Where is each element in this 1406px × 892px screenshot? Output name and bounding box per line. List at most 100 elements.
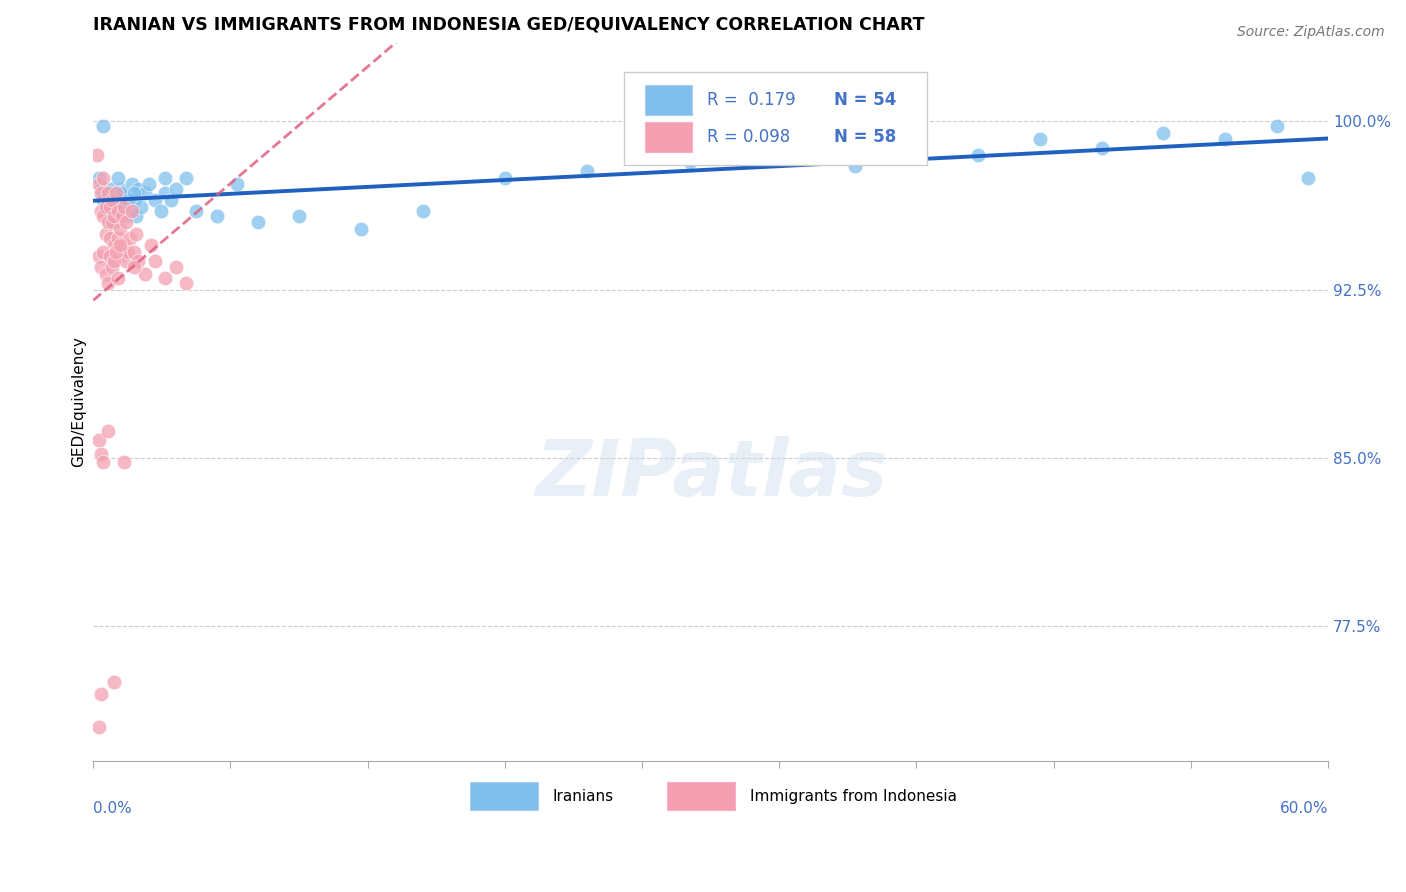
Point xyxy=(107,204,129,219)
Point xyxy=(97,276,120,290)
Point xyxy=(89,178,111,192)
Point xyxy=(90,260,112,275)
Point xyxy=(103,253,125,268)
Point xyxy=(184,204,207,219)
Point xyxy=(138,178,160,192)
Point xyxy=(576,163,599,178)
Point xyxy=(98,215,121,229)
Point xyxy=(94,204,117,219)
Point xyxy=(124,193,146,207)
Text: IRANIAN VS IMMIGRANTS FROM INDONESIA GED/EQUIVALENCY CORRELATION CHART: IRANIAN VS IMMIGRANTS FROM INDONESIA GED… xyxy=(93,15,925,33)
Point xyxy=(1091,141,1114,155)
Text: ZIPatlas: ZIPatlas xyxy=(534,435,887,512)
Point xyxy=(494,170,516,185)
Point xyxy=(100,215,122,229)
Point xyxy=(108,249,131,263)
Point xyxy=(205,209,228,223)
Point xyxy=(350,222,373,236)
Point xyxy=(90,204,112,219)
Point xyxy=(93,209,115,223)
Point xyxy=(905,141,928,155)
Point xyxy=(104,186,127,201)
Point xyxy=(86,148,108,162)
Point xyxy=(761,148,783,162)
Point xyxy=(124,186,146,201)
Point xyxy=(115,209,138,223)
Point xyxy=(160,193,183,207)
Point xyxy=(89,170,111,185)
Point xyxy=(134,267,156,281)
FancyBboxPatch shape xyxy=(470,782,537,810)
Point xyxy=(104,244,127,259)
Point xyxy=(165,182,187,196)
Point xyxy=(111,186,134,201)
Point xyxy=(93,170,115,185)
Point xyxy=(124,244,146,259)
Text: Immigrants from Indonesia: Immigrants from Indonesia xyxy=(751,789,957,804)
Point xyxy=(93,119,115,133)
Point xyxy=(93,244,115,259)
Point xyxy=(155,271,177,285)
Point xyxy=(97,215,120,229)
Point xyxy=(844,159,866,173)
Point xyxy=(111,209,134,223)
Point xyxy=(98,249,121,263)
Y-axis label: GED/Equivalency: GED/Equivalency xyxy=(72,336,86,467)
Point xyxy=(117,193,139,207)
Point xyxy=(107,231,129,245)
Point xyxy=(1029,132,1052,146)
Point xyxy=(150,204,173,219)
Point xyxy=(1265,119,1288,133)
Point xyxy=(108,237,131,252)
Point xyxy=(103,237,125,252)
Text: N = 58: N = 58 xyxy=(834,128,897,146)
FancyBboxPatch shape xyxy=(645,122,692,152)
Point xyxy=(98,231,121,245)
Point xyxy=(103,215,125,229)
Point xyxy=(108,222,131,236)
FancyBboxPatch shape xyxy=(668,782,735,810)
Point xyxy=(174,276,197,290)
Point xyxy=(89,249,111,263)
Point xyxy=(112,237,135,252)
Point xyxy=(115,215,138,229)
Point xyxy=(103,675,125,690)
Text: R = 0.098: R = 0.098 xyxy=(707,128,790,146)
Point xyxy=(124,260,146,275)
Text: R =  0.179: R = 0.179 xyxy=(707,91,796,109)
Text: N = 54: N = 54 xyxy=(834,91,897,109)
Point xyxy=(100,193,122,207)
Point xyxy=(112,200,135,214)
Point xyxy=(120,204,142,219)
Text: Iranians: Iranians xyxy=(553,789,613,804)
Point xyxy=(90,446,112,460)
Point xyxy=(120,231,142,245)
Point xyxy=(1153,126,1175,140)
Point xyxy=(94,200,117,214)
Point xyxy=(143,193,166,207)
Point xyxy=(288,209,311,223)
Point xyxy=(94,267,117,281)
Point xyxy=(94,227,117,241)
Point xyxy=(117,244,139,259)
Point xyxy=(134,186,156,201)
Point xyxy=(104,193,127,207)
Point xyxy=(93,455,115,469)
Point xyxy=(98,200,121,214)
Point xyxy=(93,193,115,207)
Point xyxy=(108,182,131,196)
Point xyxy=(127,182,149,196)
Point xyxy=(100,260,122,275)
Point xyxy=(129,200,152,214)
Point xyxy=(112,455,135,469)
Point xyxy=(121,204,143,219)
Point xyxy=(125,227,148,241)
Point xyxy=(89,433,111,447)
Point xyxy=(97,186,120,201)
FancyBboxPatch shape xyxy=(645,85,692,115)
Point xyxy=(89,720,111,734)
Point xyxy=(90,687,112,701)
Point xyxy=(246,215,269,229)
FancyBboxPatch shape xyxy=(624,71,927,165)
Point xyxy=(121,178,143,192)
